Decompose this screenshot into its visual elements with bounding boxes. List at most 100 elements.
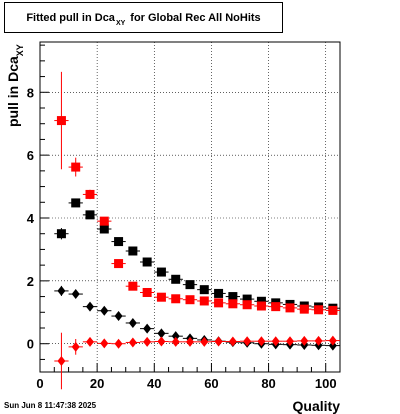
square-marker [185,295,195,305]
data-point [197,336,212,347]
data-point [225,336,240,347]
diamond-marker [257,336,266,347]
x-tick-label: 100 [315,376,337,391]
data-point [325,335,340,346]
x-tick-label: 60 [204,376,218,391]
data-point [168,274,183,284]
diamond-marker [314,335,323,346]
y-tick-label: 0 [27,337,34,352]
square-marker [156,292,166,302]
diamond-marker [128,337,137,348]
data-point [254,301,269,311]
diamond-marker [114,311,123,322]
data-point [240,336,255,347]
square-marker [299,304,309,314]
square-marker [99,224,109,234]
data-point [125,246,140,256]
diamond-marker [228,336,237,347]
square-marker [171,274,181,284]
data-point [54,332,69,390]
diamond-marker [171,336,180,347]
data-point [325,340,340,351]
square-marker [71,198,81,208]
square-marker [271,302,281,312]
data-point [197,285,212,295]
data-point [140,323,155,334]
data-point [82,189,98,200]
square-marker [214,298,224,308]
data-point [82,336,98,347]
x-tick-label: 0 [36,376,43,391]
data-point [182,336,198,347]
square-marker [128,246,138,256]
data-point [240,294,255,304]
diamond-marker [86,301,94,312]
data-point [97,338,112,349]
data-point [154,336,169,347]
plot-frame [39,41,341,373]
square-marker [314,305,324,315]
square-marker [114,237,124,247]
data-point [97,305,112,316]
diamond-marker [271,336,280,347]
data-point [282,336,298,347]
data-point [154,292,169,302]
square-marker [156,267,166,277]
data-point [82,301,98,312]
diamond-marker [57,285,66,296]
data-point [182,295,198,305]
square-marker [328,305,338,315]
data-point [297,304,312,314]
x-axis-label: Quality [293,398,341,414]
diamond-marker [143,336,152,347]
diamond-marker [100,305,109,316]
data-point [140,287,155,297]
data-point [168,336,183,347]
diamond-marker [86,336,94,347]
data-point [54,228,69,240]
data-point [68,198,83,208]
diamond-marker [114,338,123,349]
y-tick-label: 8 [27,85,34,100]
data-point [311,335,326,346]
grid-lines [40,42,340,372]
chart-title-main: Fitted pull in Dca [26,11,115,24]
square-marker [56,116,66,126]
data-point [97,224,112,234]
square-marker [85,189,95,199]
diamond-marker [286,336,294,347]
y-axis-label: pull in DcaXY [5,44,25,127]
timestamp: Sun Jun 8 11:47:38 2025 [4,401,97,410]
data-points [54,71,340,390]
data-point [111,338,126,349]
square-marker [199,285,209,295]
square-marker [142,257,152,267]
data-point [125,337,140,348]
data-point [68,289,83,300]
square-marker [99,216,109,226]
square-marker [256,296,266,306]
data-point [97,216,112,226]
diamond-marker [200,336,209,347]
diamond-marker [300,335,309,346]
chart-title-box: Fitted pull in DcaXY for Global Rec All N… [4,2,283,33]
square-marker [256,301,266,311]
y-tick-label: 6 [27,148,34,163]
chart-title: Fitted pull in DcaXY for Global Rec All N… [26,11,260,27]
data-point [240,300,255,310]
data-point [268,336,283,347]
x-tick-label: 20 [90,376,104,391]
data-point [197,296,212,306]
data-point [82,210,98,220]
data-point [282,303,298,313]
diamond-marker [214,336,223,347]
data-point [54,71,69,170]
data-point [111,237,126,247]
data-point [268,302,283,312]
axes: 0 20 40 60 80 100 0 2 4 6 8 [27,44,341,391]
square-marker [228,292,238,302]
data-point [111,259,126,269]
y-axis-label-subscript: XY [15,44,25,56]
square-marker [171,294,181,304]
